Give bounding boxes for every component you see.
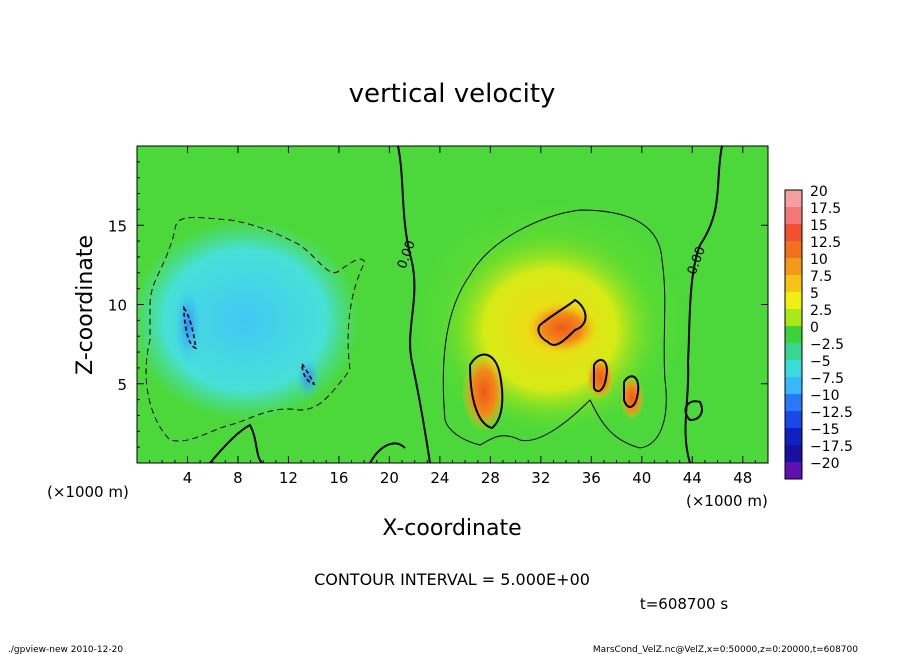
colorbar-swatch	[785, 360, 802, 377]
colorbar-swatch	[785, 275, 802, 292]
updraft-core-c	[586, 356, 614, 400]
downdraft-core-b	[296, 356, 320, 400]
x-tick-label: 24	[430, 469, 449, 487]
x-tick-label: 28	[481, 469, 500, 487]
positive-contour-10-d	[623, 375, 640, 408]
y-tick-label: 15	[108, 217, 127, 235]
colorbar-swatch	[785, 309, 802, 326]
x-tick-label: 16	[329, 469, 348, 487]
negative-contour-core-b	[301, 361, 316, 386]
colorbar-label: −17.5	[810, 439, 853, 455]
colorbar-label: −20	[810, 456, 840, 472]
positive-contour-10-c	[593, 358, 608, 393]
x-tick-label: 8	[233, 469, 243, 487]
colorbar-label: 7.5	[810, 269, 832, 285]
positive-contour-10-b	[537, 298, 587, 346]
colorbar-label: −15	[810, 422, 840, 438]
x-tick-label: 12	[279, 469, 298, 487]
x-tick-label: 44	[683, 469, 702, 487]
x-unit-right: (×1000 m)	[686, 492, 768, 510]
colorbar-label: 17.5	[810, 201, 841, 217]
x-tick-label: 40	[632, 469, 651, 487]
colorbar-label: 20	[810, 184, 828, 200]
colorbar-label: −5	[810, 354, 831, 370]
positive-contour-5	[442, 209, 667, 449]
x-tick-label: 36	[582, 469, 601, 487]
x-tick-label: 4	[183, 469, 193, 487]
colorbar-swatch	[785, 258, 802, 275]
colorbar-label: 5	[810, 286, 819, 302]
updraft-core-a	[462, 352, 506, 432]
colorbar-swatch	[785, 394, 802, 411]
footer-right: MarsCond_VelZ.nc@VelZ,x=0:50000,z=0:2000…	[593, 645, 858, 654]
updraft-core-b	[526, 302, 598, 354]
colorbar-swatch	[785, 411, 802, 428]
downdraft-envelope	[137, 220, 360, 420]
colorbar-frame	[784, 189, 803, 480]
x-tick-label: 20	[380, 469, 399, 487]
colorbar-label: −10	[810, 388, 840, 404]
y-axis-label: Z-coordinate	[73, 235, 98, 375]
time-stamp: t=608700 s	[640, 595, 728, 613]
colorbar-swatch	[785, 326, 802, 343]
chart-title: vertical velocity	[349, 79, 556, 109]
colorbar-swatch	[785, 241, 802, 258]
zero-contour-left	[397, 146, 431, 463]
colorbar-label: −2.5	[810, 337, 844, 353]
colorbar-swatch	[785, 190, 802, 207]
colorbar: 2017.51512.5107.552.50−2.5−5−7.5−10−12.5…	[784, 184, 853, 480]
colorbar-swatch	[785, 462, 802, 479]
y-axis: 5 10 15	[108, 161, 768, 448]
contour-interval: CONTOUR INTERVAL = 5.000E+00	[314, 570, 590, 589]
colorbar-swatch	[785, 343, 802, 360]
colorbar-label: −12.5	[810, 405, 853, 421]
y-tick-label: 5	[117, 376, 127, 394]
colorbar-label: 15	[810, 218, 828, 234]
negative-contour-core-a	[183, 305, 197, 349]
colorbar-label: 10	[810, 252, 828, 268]
x-tick-label: 32	[531, 469, 550, 487]
x-axis: 4 8 12 16 20 24 28 32 36 40 44 48	[149, 146, 756, 487]
colorbar-label: 0	[810, 320, 819, 336]
colorbar-swatch	[785, 224, 802, 241]
colorbar-label: −7.5	[810, 371, 844, 387]
colorbar-swatch	[785, 292, 802, 309]
negative-contour	[145, 216, 366, 442]
y-tick-label: 10	[108, 297, 127, 315]
zero-contour-bottom-3	[684, 400, 703, 422]
colorbar-label: 12.5	[810, 235, 841, 251]
x-axis-label: X-coordinate	[382, 516, 521, 541]
colorbar-label: 2.5	[810, 303, 832, 319]
downdraft-core-a	[174, 285, 202, 365]
positive-contour-10-a	[468, 353, 504, 430]
footer-left: ./gpview-new 2010-12-20	[8, 645, 123, 654]
colorbar-swatch	[785, 445, 802, 462]
colorbar-swatch	[785, 207, 802, 224]
x-unit-left: (×1000 m)	[47, 483, 129, 501]
zero-contour-bottom-2	[369, 442, 406, 463]
colorbar-swatch	[785, 428, 802, 445]
plot-area: 0.00 0.00	[137, 146, 768, 463]
x-tick-label: 48	[733, 469, 752, 487]
zero-contour-bottom	[209, 423, 263, 463]
colorbar-swatch	[785, 377, 802, 394]
